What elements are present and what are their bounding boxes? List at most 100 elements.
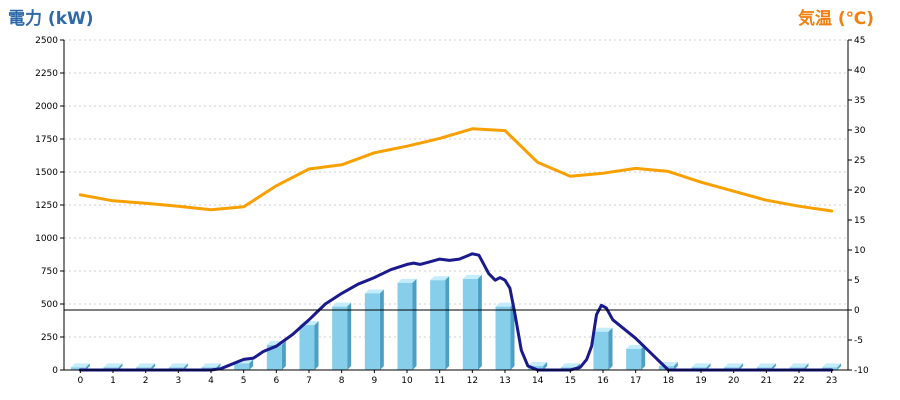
right-tick-label: 20 xyxy=(854,186,866,196)
bar-side xyxy=(412,278,417,370)
x-tick-label: 20 xyxy=(728,376,740,386)
bar-side xyxy=(118,363,123,370)
bar-side xyxy=(510,302,515,370)
bar-side xyxy=(477,274,482,370)
left-tick-label: 500 xyxy=(41,300,58,310)
bar-side xyxy=(771,363,776,370)
x-tick-label: 9 xyxy=(371,376,377,386)
x-tick-label: 4 xyxy=(208,376,214,386)
bar-top xyxy=(789,363,809,368)
power-bars xyxy=(70,274,842,370)
bar-top xyxy=(822,363,842,368)
right-tick-label: 25 xyxy=(854,156,865,166)
x-tick-label: 14 xyxy=(532,376,544,386)
grid-lines xyxy=(64,39,848,338)
bar-side xyxy=(183,363,188,370)
bar-side xyxy=(347,302,352,370)
right-tick-label: 45 xyxy=(854,36,865,46)
series-lines xyxy=(78,127,834,372)
bar-side xyxy=(85,363,90,370)
bar xyxy=(70,367,86,370)
right-tick-label: 15 xyxy=(854,216,865,226)
bar xyxy=(495,306,511,370)
left-tick-label: 1250 xyxy=(35,201,58,211)
x-tick-label: 11 xyxy=(434,376,445,386)
bar-top xyxy=(168,363,188,368)
x-tick-label: 17 xyxy=(630,376,641,386)
bar-top xyxy=(560,363,580,368)
bar-top xyxy=(528,362,548,367)
bar xyxy=(593,331,609,370)
x-tick-label: 12 xyxy=(467,376,478,386)
bar-top xyxy=(430,276,450,281)
left-tick-label: 2000 xyxy=(35,102,58,112)
left-tick-label: 2500 xyxy=(35,36,58,46)
right-tick-label: 40 xyxy=(854,66,866,76)
x-tick-label: 23 xyxy=(826,376,837,386)
bar-side xyxy=(281,340,286,370)
bar xyxy=(299,325,315,370)
x-tick-label: 3 xyxy=(175,376,181,386)
power-line xyxy=(78,252,834,372)
bar-top xyxy=(462,274,482,279)
left-tick-label: 750 xyxy=(41,267,58,277)
bar xyxy=(430,280,446,370)
x-tick-label: 16 xyxy=(597,376,609,386)
bar-side xyxy=(445,276,450,370)
bar-top xyxy=(691,363,711,368)
bar xyxy=(364,293,380,370)
x-tick-label: 15 xyxy=(565,376,576,386)
axes xyxy=(60,39,852,373)
bar xyxy=(626,348,642,370)
left-tick-label: 1750 xyxy=(35,135,58,145)
bar-top xyxy=(756,363,776,368)
x-tick-label: 7 xyxy=(306,376,312,386)
x-tick-label: 22 xyxy=(793,376,804,386)
x-tick-label: 18 xyxy=(663,376,675,386)
left-tick-label: 1000 xyxy=(35,234,58,244)
bar-side xyxy=(739,363,744,370)
left-tick-label: 1500 xyxy=(35,168,58,178)
x-tick-label: 21 xyxy=(761,376,772,386)
left-tick-label: 2250 xyxy=(35,69,58,79)
x-tick-label: 19 xyxy=(695,376,707,386)
bar-top xyxy=(332,302,352,307)
right-tick-label: 35 xyxy=(854,96,865,106)
left-tick-label: 0 xyxy=(52,366,58,376)
bar-top xyxy=(70,363,90,368)
bar-side xyxy=(314,321,319,370)
right-tick-label: 30 xyxy=(854,126,866,136)
bar-side xyxy=(379,289,384,370)
right-tick-label: 5 xyxy=(854,276,860,286)
bar-top xyxy=(103,363,123,368)
bar xyxy=(234,363,250,370)
bar-side xyxy=(641,344,646,370)
bar-side xyxy=(543,362,548,370)
bar-top xyxy=(724,363,744,368)
right-tick-label: 0 xyxy=(854,306,860,316)
right-axis-title: 気温 (℃) xyxy=(797,9,874,29)
x-tick-label: 2 xyxy=(143,376,149,386)
bar xyxy=(397,282,413,370)
bar-side xyxy=(673,362,678,370)
x-tick-label: 6 xyxy=(273,376,279,386)
bar xyxy=(266,344,282,370)
right-tick-label: -10 xyxy=(854,366,869,376)
bar-top xyxy=(495,302,515,307)
x-tick-label: 8 xyxy=(339,376,345,386)
bar-side xyxy=(249,359,254,370)
bar-side xyxy=(804,363,809,370)
bar-side xyxy=(151,363,156,370)
left-axis-title: 電力 (kW) xyxy=(8,9,94,29)
x-tick-label: 5 xyxy=(241,376,247,386)
bar-top xyxy=(364,289,384,294)
bar-side xyxy=(837,363,842,370)
bar xyxy=(462,278,478,370)
x-tick-label: 0 xyxy=(77,376,83,386)
left-tick-label: 250 xyxy=(41,333,58,343)
bar-top xyxy=(397,278,417,283)
right-tick-label: 10 xyxy=(854,246,866,256)
bar-top xyxy=(626,344,646,349)
right-tick-label: -5 xyxy=(854,336,863,346)
